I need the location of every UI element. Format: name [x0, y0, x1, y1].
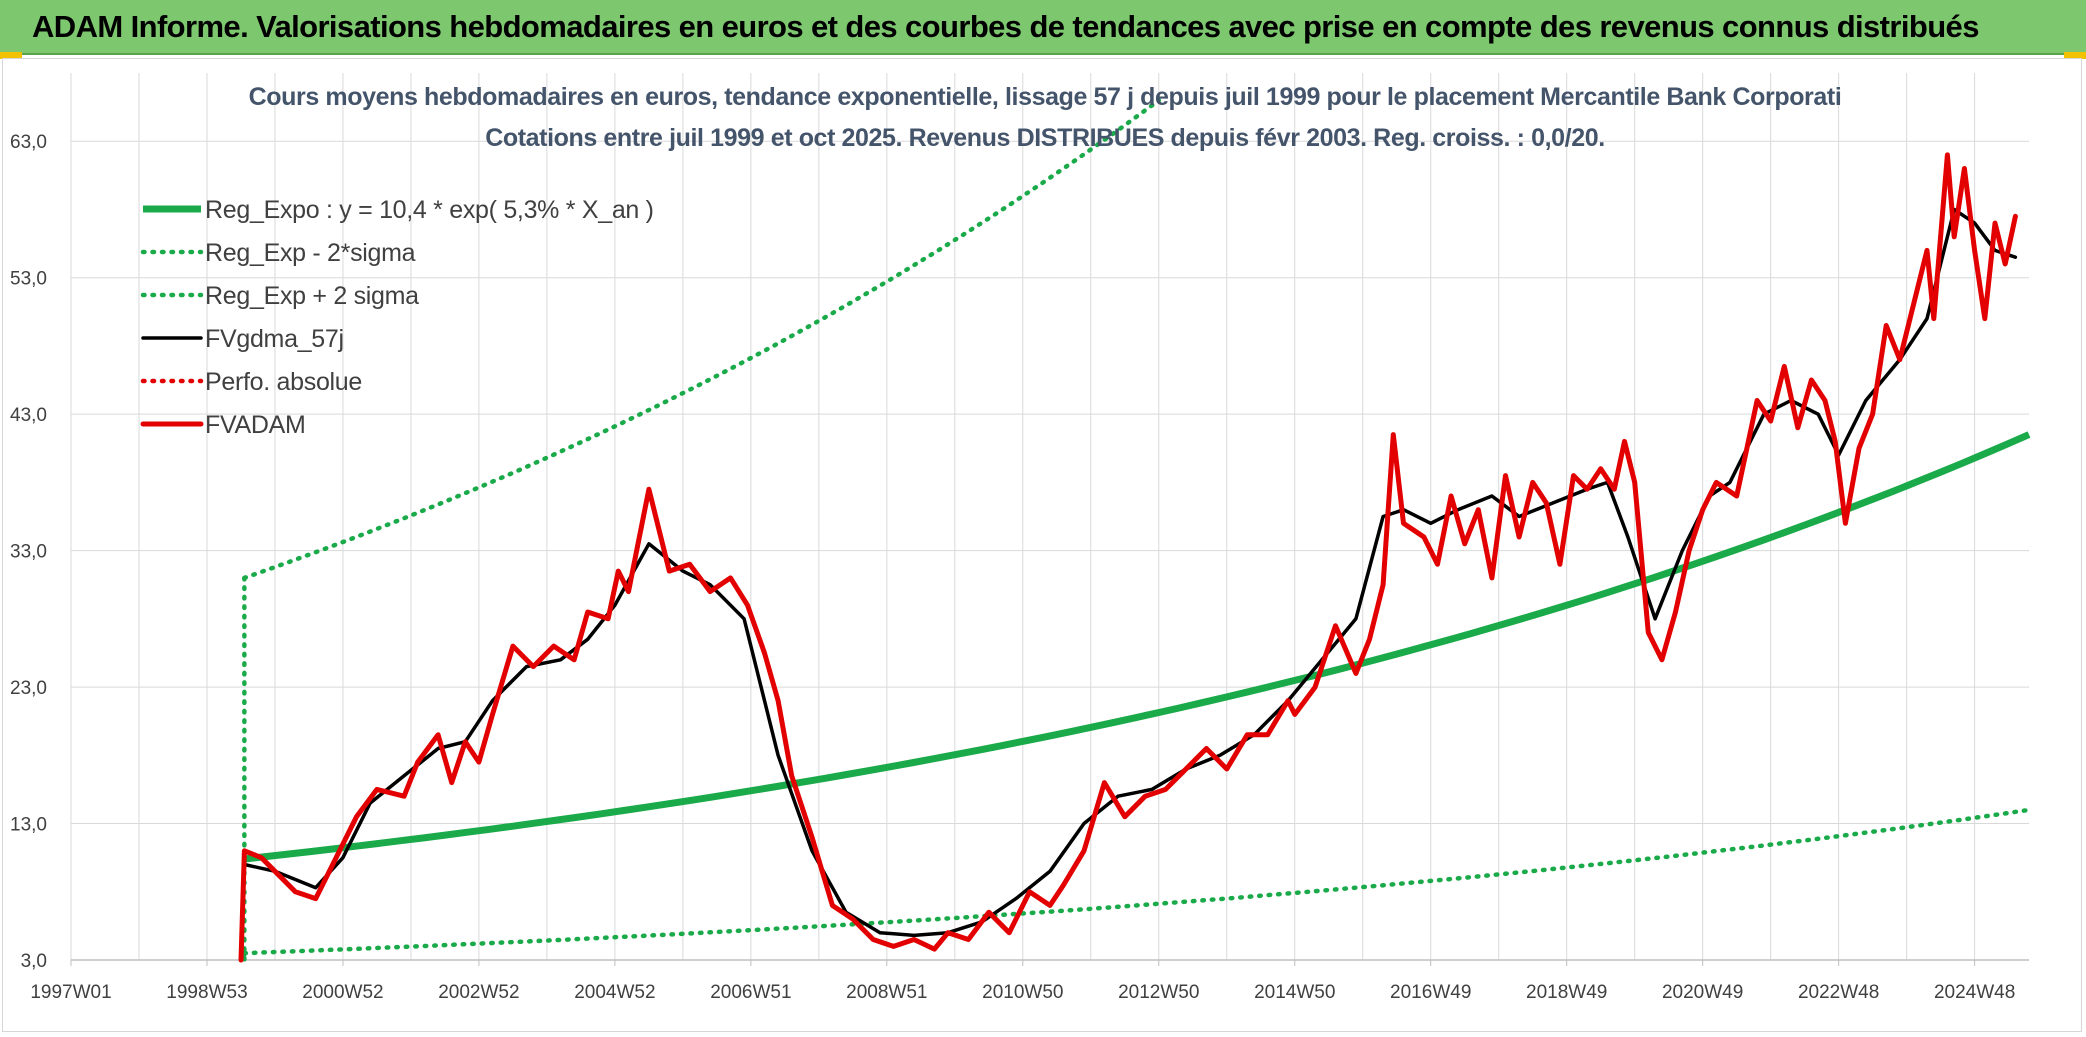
series-line: [238, 152, 2018, 963]
x-tick-label: 2016W49: [1390, 982, 1471, 1003]
x-tick-label: 2004W52: [574, 982, 655, 1003]
report-banner: ADAM Informe. Valorisations hebdomadaire…: [0, 0, 2086, 55]
y-tick-label: 13,0: [10, 815, 47, 836]
legend-label: Reg_Expo : y = 10,4 * exp( 5,3% * X_an ): [205, 196, 654, 224]
y-tick-label: 23,0: [10, 678, 47, 699]
y-tick-label: 43,0: [10, 405, 47, 426]
line-chart: 3,0 13,0 23,0 33,0 43,0 53,0 63,0 1997W01 1998W5…: [10, 73, 2032, 1003]
x-tick-label: 2022W48: [1798, 982, 1879, 1003]
axes: 3,0 13,0 23,0 33,0 43,0 53,0 63,0 1997W01 1998W5…: [10, 132, 2029, 1003]
y-tick-label: 53,0: [10, 269, 47, 290]
legend-label: FVADAM: [205, 411, 306, 439]
series-line: [244, 431, 2031, 863]
chart-frame: 3,0 13,0 23,0 33,0 43,0 53,0 63,0 1997W01 1998W5…: [2, 58, 2082, 1032]
series-layer: [238, 98, 2032, 963]
chart-subtitle: Cotations entre juil 1999 et oct 2025. R…: [485, 124, 1605, 152]
report-title: ADAM Informe. Valorisations hebdomadaire…: [32, 9, 1979, 44]
legend-label: Reg_Exp - 2*sigma: [205, 239, 416, 267]
series-line: [242, 207, 2018, 938]
y-tick-label: 3,0: [21, 951, 47, 972]
x-tick-label: 2010W50: [982, 982, 1063, 1003]
x-tick-label: 2002W52: [438, 982, 519, 1003]
x-tick-label: 1998W53: [166, 982, 247, 1003]
series-line: [242, 807, 2032, 956]
x-tick-label: 2018W49: [1526, 982, 1607, 1003]
chart-title: Cours moyens hebdomadaires en euros, ten…: [249, 83, 1842, 111]
y-tick-label: 33,0: [10, 542, 47, 563]
legend-label: FVgdma_57j: [205, 325, 344, 353]
x-tick-label: 2014W50: [1254, 982, 1335, 1003]
x-tick-label: 2020W49: [1662, 982, 1743, 1003]
y-tick-label: 63,0: [10, 132, 47, 153]
legend-label: Reg_Exp + 2 sigma: [205, 282, 419, 310]
x-tick-label: 2000W52: [302, 982, 383, 1003]
x-tick-label: 2006W51: [710, 982, 791, 1003]
banner-corner-right: [2064, 52, 2086, 59]
x-tick-label: 2024W48: [1934, 982, 2015, 1003]
x-tick-label: 1997W01: [30, 982, 111, 1003]
banner-corner-left: [0, 52, 22, 59]
x-tick-label: 2012W50: [1118, 982, 1199, 1003]
x-tick-label: 2008W51: [846, 982, 927, 1003]
series-line: [242, 98, 1162, 581]
chart-legend: Reg_Expo : y = 10,4 * exp( 5,3% * X_an )…: [140, 196, 654, 439]
legend-label: Perfo. absolue: [205, 368, 362, 396]
